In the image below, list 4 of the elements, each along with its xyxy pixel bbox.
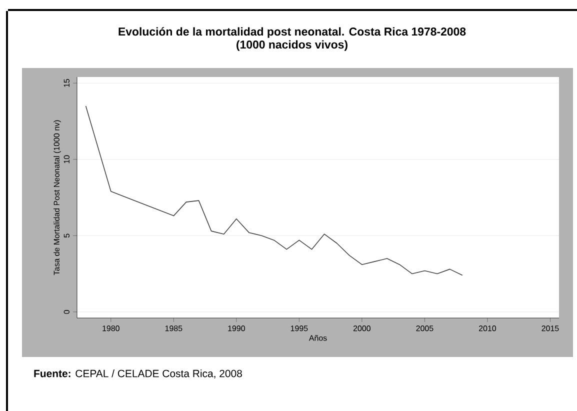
text: Fuente: CEPAL / CELADE Costa Rica, 2008 — [34, 370, 242, 378]
chart-subtitle: (1000 nacidos vivos) — [236, 40, 348, 51]
line-series — [85, 106, 463, 276]
chart-title: Evolución de la mortalidad post neonatal. Costa Rica 1978-2008 — [118, 27, 466, 38]
